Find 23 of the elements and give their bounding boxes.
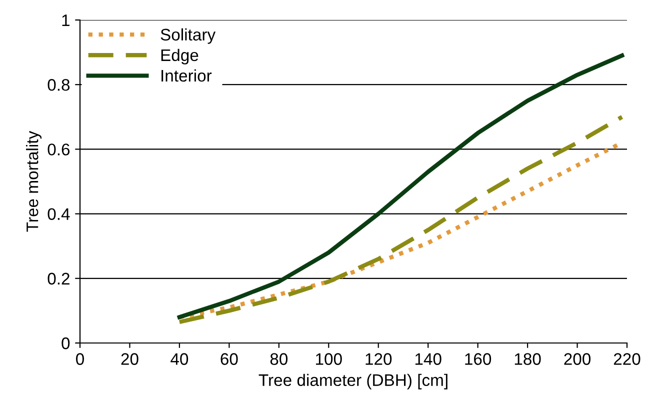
- y-tick-label: 1: [62, 14, 70, 26]
- x-tick-label: 100: [316, 353, 342, 365]
- x-tick-label: 20: [121, 353, 138, 365]
- y-tick-label: 0: [62, 337, 70, 350]
- y-tick-label: 0.6: [48, 144, 70, 156]
- x-axis-title: Tree diameter (DBH) [cm]: [258, 374, 448, 390]
- legend-label: Interior: [162, 69, 212, 82]
- x-tick-label: 180: [514, 353, 541, 365]
- x-tick-label: 160: [465, 353, 492, 365]
- x-tick-label: 140: [415, 353, 442, 365]
- y-tick-label: 0.8: [48, 79, 70, 91]
- x-tick-label: 80: [270, 353, 288, 365]
- legend-label: Edge: [161, 48, 198, 64]
- x-tick-label: 60: [220, 353, 238, 365]
- y-tick-label: 0.2: [48, 272, 70, 285]
- x-tick-label: 40: [170, 353, 188, 365]
- x-tick-label: 120: [366, 353, 392, 365]
- y-axis-title: Tree mortality: [26, 130, 42, 232]
- y-tick-label: 0.4: [48, 208, 70, 220]
- legend-label: Solitary: [160, 28, 216, 44]
- x-tick-label: 200: [564, 353, 591, 365]
- x-tick-label: 220: [614, 353, 640, 365]
- x-tick-label: 0: [76, 353, 84, 365]
